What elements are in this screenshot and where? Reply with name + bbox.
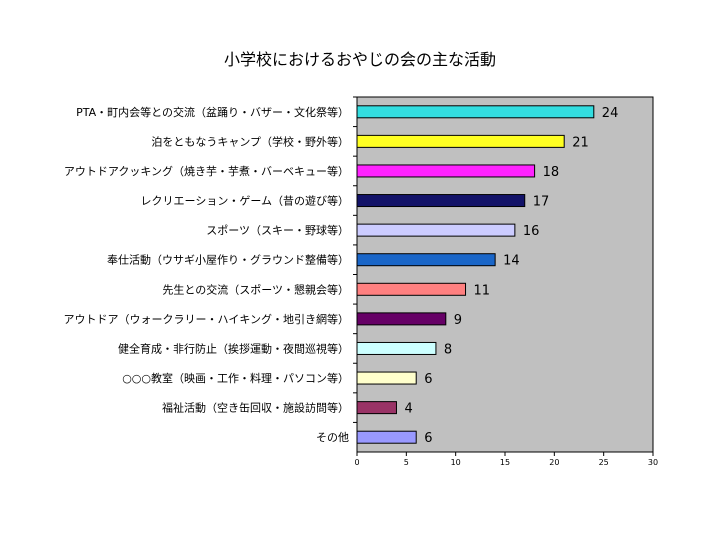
data-label-2: 18 bbox=[543, 165, 560, 180]
category-label-1: 泊をともなうキャンプ（学校・野外等） bbox=[151, 134, 349, 148]
category-label-11: その他 bbox=[316, 431, 349, 444]
bar-5 bbox=[356, 253, 496, 267]
x-tick-label-3: 15 bbox=[500, 458, 510, 467]
data-label-5: 14 bbox=[503, 254, 520, 269]
category-label-9: ○○○教室（映画・工作・料理・パソコン等） bbox=[122, 371, 349, 385]
category-label-3: レクリエーション・ゲーム（昔の遊び等） bbox=[141, 194, 349, 208]
data-label-7: 9 bbox=[454, 313, 462, 328]
bar-4 bbox=[356, 223, 516, 237]
data-label-4: 16 bbox=[523, 224, 540, 239]
data-label-1: 21 bbox=[572, 135, 589, 150]
data-label-8: 8 bbox=[444, 342, 452, 357]
chart-title: 小学校におけるおやじの会の主な活動 bbox=[223, 50, 496, 69]
category-label-7: アウトドア（ウォークラリー・ハイキング・地引き網等） bbox=[64, 312, 349, 326]
data-label-10: 4 bbox=[404, 402, 412, 417]
data-label-3: 17 bbox=[533, 195, 550, 210]
data-label-6: 11 bbox=[474, 283, 491, 298]
bar-8 bbox=[356, 341, 437, 355]
data-label-0: 24 bbox=[602, 106, 619, 121]
bar-3 bbox=[356, 194, 526, 208]
bar-1 bbox=[356, 134, 565, 148]
data-label-11: 6 bbox=[424, 431, 432, 446]
category-label-8: 健全育成・非行防止（挨拶運動・夜間巡視等） bbox=[118, 341, 349, 355]
x-tick-label-6: 30 bbox=[648, 458, 658, 467]
data-label-9: 6 bbox=[424, 372, 432, 387]
category-label-6: 先生との交流（スポーツ・懇親会等） bbox=[162, 282, 349, 296]
bar-2 bbox=[356, 164, 536, 178]
x-tick-label-2: 10 bbox=[451, 458, 461, 467]
category-label-5: 奉仕活動（ウサギ小屋作り・グラウンド整備等） bbox=[107, 253, 349, 267]
bar-6 bbox=[356, 282, 467, 296]
x-tick-label-1: 5 bbox=[404, 458, 409, 467]
bar-9 bbox=[356, 371, 417, 385]
category-label-0: PTA・町内会等との交流（盆踊り・バザー・文化祭等） bbox=[76, 105, 349, 119]
category-label-4: スポーツ（スキー・野球等） bbox=[206, 223, 349, 237]
x-tick-label-0: 0 bbox=[354, 458, 359, 467]
category-label-10: 福祉活動（空き缶回収・施設訪問等） bbox=[162, 401, 349, 415]
x-tick-label-5: 25 bbox=[599, 458, 609, 467]
category-label-2: アウトドアクッキング（焼き芋・芋煮・バーベキュー等） bbox=[64, 164, 349, 178]
x-tick-label-4: 20 bbox=[549, 458, 559, 467]
bar-7 bbox=[356, 312, 447, 326]
plot-area bbox=[356, 96, 654, 453]
bar-0 bbox=[356, 105, 595, 119]
bar-11 bbox=[356, 430, 417, 444]
bar-10 bbox=[356, 401, 397, 415]
